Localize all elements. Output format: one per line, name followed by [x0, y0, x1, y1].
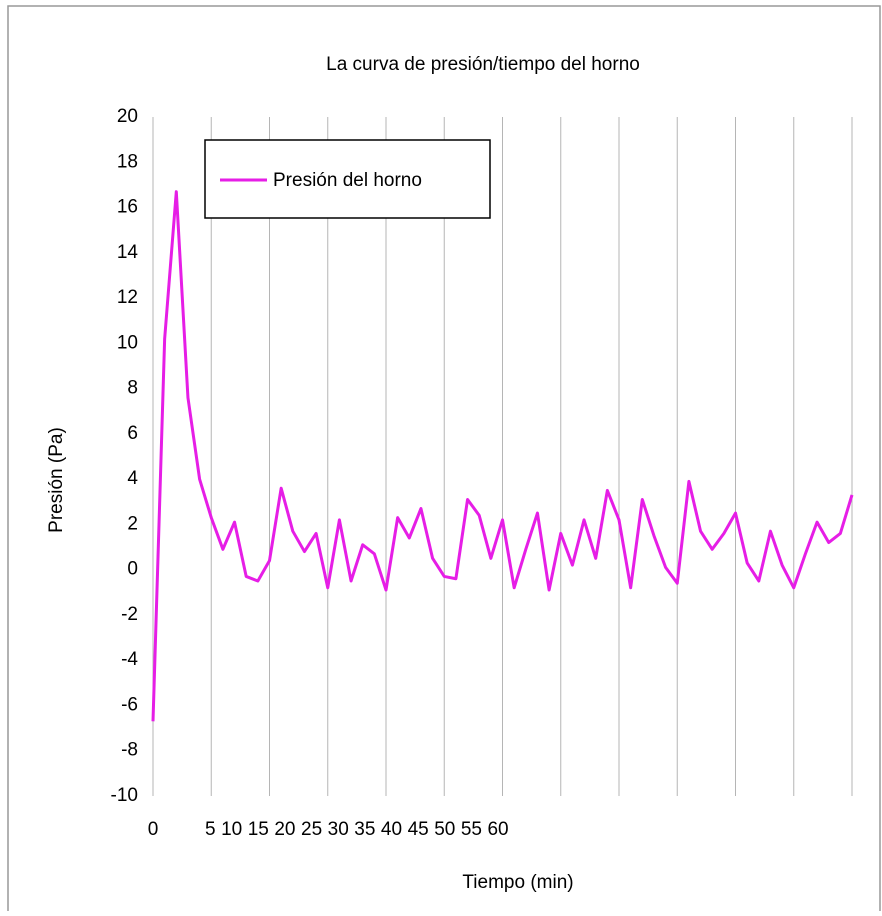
- y-tick-label: 12: [117, 287, 138, 308]
- y-tick-label: 20: [117, 106, 138, 127]
- legend-label: Presión del horno: [273, 170, 422, 191]
- y-axis-label: Presión (Pa): [46, 427, 67, 533]
- x-tick-label: 0: [148, 819, 159, 840]
- chart-title: La curva de presión/tiempo del horno: [326, 54, 640, 75]
- x-tick-label: 60: [487, 819, 508, 840]
- x-tick-label: 45: [408, 819, 429, 840]
- x-tick-label: 30: [328, 819, 349, 840]
- x-tick-label: 20: [274, 819, 295, 840]
- y-tick-label: 6: [127, 423, 138, 444]
- x-tick-label: 35: [354, 819, 375, 840]
- x-tick-label: 50: [434, 819, 455, 840]
- y-tick-label: -10: [111, 785, 138, 806]
- x-tick-label: 40: [381, 819, 402, 840]
- y-tick-label: 16: [117, 197, 138, 218]
- y-tick-label: 0: [127, 559, 138, 580]
- y-tick-label: -4: [121, 649, 138, 670]
- y-tick-label: -6: [121, 694, 138, 715]
- y-tick-label: 2: [127, 513, 138, 534]
- y-tick-label: 10: [117, 332, 138, 353]
- line-series: [151, 190, 854, 722]
- x-tick-label: 10: [221, 819, 242, 840]
- x-axis-label: Tiempo (min): [462, 872, 573, 893]
- x-tick-label: 15: [248, 819, 269, 840]
- y-tick-label: 18: [117, 151, 138, 172]
- x-tick-label: 25: [301, 819, 322, 840]
- x-tick-label: 55: [461, 819, 482, 840]
- y-tick-label: -2: [121, 604, 138, 625]
- y-tick-label: 8: [127, 378, 138, 399]
- x-tick-label: 5: [205, 819, 216, 840]
- y-tick-label: 4: [127, 468, 138, 489]
- y-tick-label: 14: [117, 242, 139, 263]
- y-tick-label: -8: [121, 740, 138, 761]
